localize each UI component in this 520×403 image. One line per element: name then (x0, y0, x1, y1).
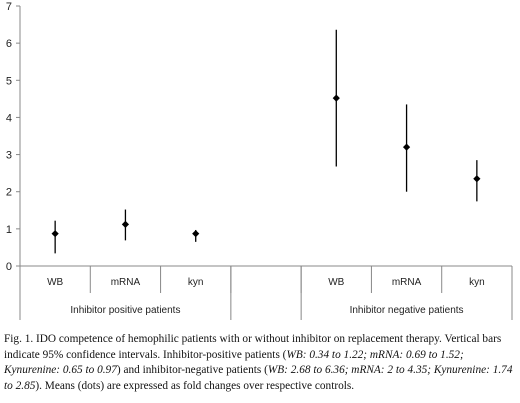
caption-text-2: ) and inhibitor-negative patients ( (116, 364, 268, 376)
category-labels: WB mRNA kyn WB mRNA kyn (47, 277, 485, 288)
y-tick-label: 4 (6, 112, 12, 124)
caption-ci-positive: WB: 0.34 to 1.22; mRNA: 0.69 to 1.52; Ky… (4, 348, 464, 377)
mean-point (121, 220, 130, 228)
y-tick-label: 2 (6, 187, 12, 199)
y-tick-labels: 0 1 2 3 4 5 6 7 (6, 1, 12, 273)
chart-axes (16, 5, 513, 320)
group-label: Inhibitor positive patients (70, 305, 180, 316)
data-marks (51, 29, 481, 254)
category-label: mRNA (111, 277, 141, 288)
category-label: WB (47, 277, 63, 288)
group-label: Inhibitor negative patients (350, 305, 464, 316)
category-label: kyn (469, 277, 485, 288)
chart: 0 1 2 3 4 5 6 7 WB mRNA kyn WB mRNA kyn Inhibitor po… (6, 1, 513, 320)
category-label: mRNA (392, 277, 422, 288)
mean-point (473, 175, 481, 183)
caption-text-1: Fig. 1. IDO competence of hemophilic pat… (4, 333, 502, 361)
caption-ci-negative: WB: 2.68 to 6.36; mRNA: 2 to 4.35; Kynur… (4, 364, 513, 392)
category-label: kyn (188, 277, 204, 288)
y-tick-label: 0 (6, 261, 12, 273)
group-labels: Inhibitor positive patients Inhibitor neg… (70, 305, 463, 316)
mean-point (51, 230, 59, 238)
y-tick-label: 1 (6, 224, 12, 236)
mean-point (402, 143, 411, 151)
mean-point (332, 94, 340, 102)
mean-point (192, 230, 200, 238)
y-tick-label: 3 (6, 150, 12, 162)
caption-text-3: ). Means (dots) are expressed as fold ch… (35, 379, 355, 392)
y-tick-label: 5 (6, 75, 12, 87)
y-tick-label: 7 (6, 1, 12, 13)
category-label: WB (328, 277, 344, 288)
figure-caption: Fig. 1. IDO competence of hemophilic pat… (4, 332, 516, 394)
y-tick-label: 6 (6, 38, 12, 50)
